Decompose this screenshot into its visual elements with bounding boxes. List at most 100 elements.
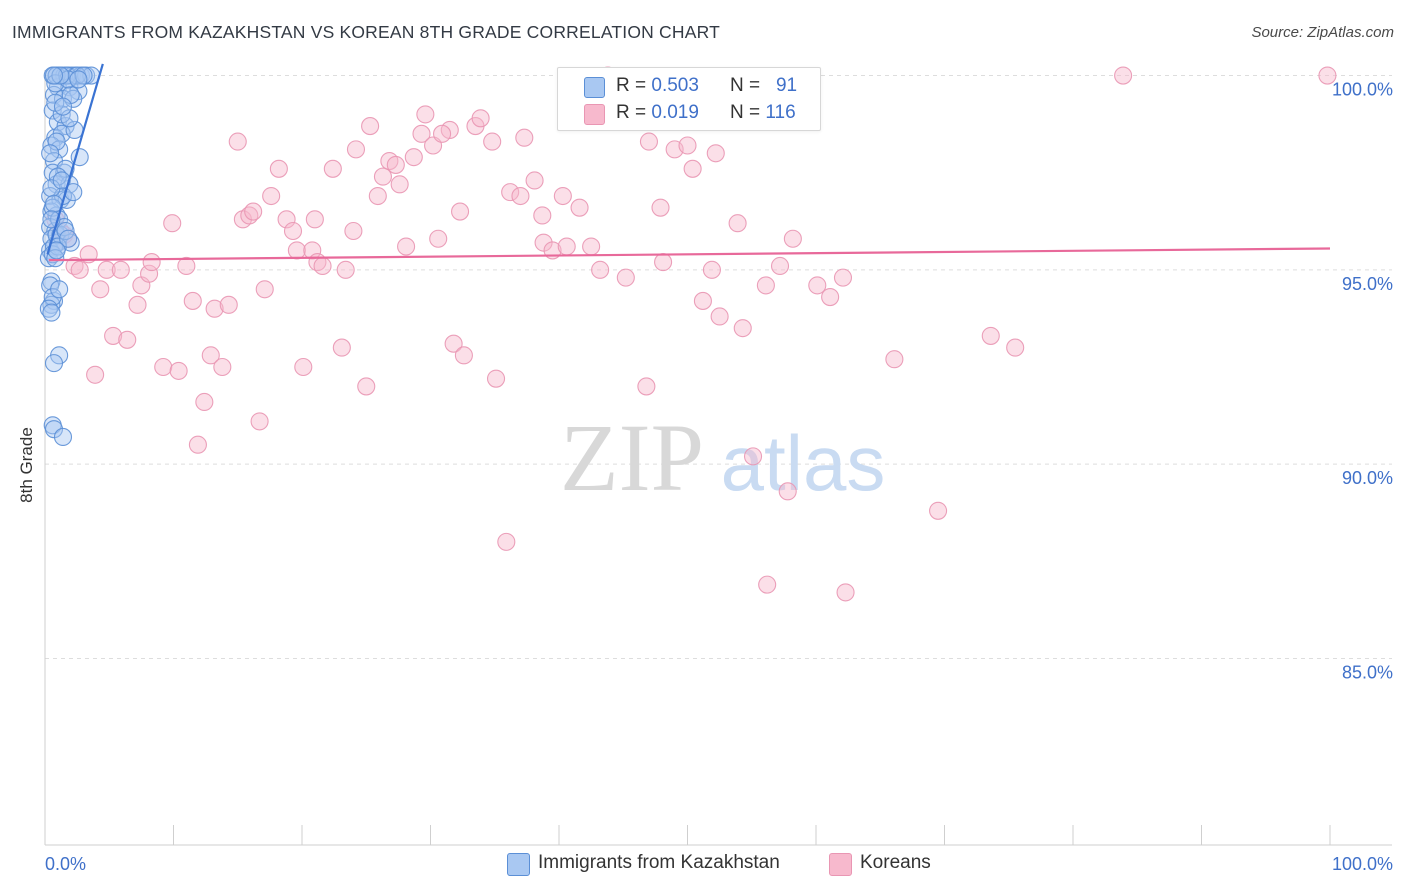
y-axis-label: 8th Grade — [17, 427, 36, 503]
data-point — [219, 295, 238, 314]
data-point — [756, 276, 775, 295]
data-point — [702, 260, 721, 279]
data-point — [255, 280, 274, 299]
data-point — [654, 253, 673, 272]
legend-n-value: 116 — [765, 102, 796, 123]
legend-row-kazakhstan: R = 0.503 N = 91 — [558, 73, 820, 101]
data-point — [412, 124, 431, 143]
data-point — [44, 66, 64, 85]
x-tick-label-min: 0.0% — [45, 854, 86, 874]
data-point — [111, 260, 130, 279]
data-point — [511, 186, 530, 206]
watermark-atlas: atlas — [721, 419, 886, 507]
data-point — [250, 412, 269, 431]
source-label: Source: ZipAtlas.com — [1251, 24, 1394, 41]
data-point — [591, 260, 610, 279]
legend-r-label: R = — [616, 75, 647, 96]
data-point — [706, 144, 725, 163]
bottom-legend-swatch-blue — [507, 853, 530, 876]
data-point — [981, 326, 1000, 345]
data-point — [205, 299, 224, 318]
watermark-zip: ZIP — [560, 404, 704, 511]
legend-n-value: 91 — [775, 75, 798, 96]
y-tick-label: 100.0% — [1332, 80, 1393, 100]
chart-title: IMMIGRANTS FROM KAZAKHSTAN VS KOREAN 8TH… — [12, 22, 721, 42]
data-point — [483, 132, 502, 151]
data-point — [570, 198, 589, 217]
data-point — [501, 183, 520, 202]
data-point — [305, 210, 324, 229]
data-point — [833, 268, 853, 287]
watermark: ZIP atlas — [560, 404, 885, 511]
data-point — [454, 346, 473, 365]
kazakhstan-points — [39, 66, 101, 447]
data-point — [313, 256, 332, 276]
data-point — [616, 268, 635, 287]
data-point — [397, 237, 416, 256]
data-point — [733, 319, 752, 338]
data-point — [373, 167, 393, 186]
data-point — [497, 532, 516, 551]
axes — [44, 70, 1392, 846]
data-point — [42, 303, 61, 322]
data-point — [533, 206, 552, 225]
data-point — [451, 202, 470, 221]
data-point — [53, 427, 73, 447]
data-point — [140, 264, 159, 283]
bottom-legend-swatch-pink — [829, 853, 852, 876]
data-point — [1114, 66, 1133, 85]
data-point — [244, 202, 263, 221]
data-point — [778, 482, 797, 501]
data-point — [56, 159, 75, 178]
y-tick-label: 90.0% — [1342, 468, 1393, 488]
data-point — [79, 245, 98, 264]
data-point — [277, 210, 296, 229]
data-point — [433, 124, 452, 143]
legend-swatch-pink — [584, 104, 605, 125]
kazakhstan-trend-line — [46, 63, 104, 255]
data-point — [59, 229, 78, 248]
data-point — [323, 159, 342, 178]
data-point — [758, 575, 777, 594]
data-point — [46, 249, 65, 268]
grid-lines — [45, 75, 1392, 659]
koreans-trend-line — [48, 247, 1331, 262]
data-point — [169, 361, 188, 380]
x-tick-label-max: 100.0% — [1332, 854, 1393, 874]
data-point — [97, 260, 116, 279]
bottom-legend-label: Immigrants from Kazakhstan — [538, 852, 780, 873]
data-point — [70, 260, 89, 279]
data-point — [86, 365, 105, 384]
data-point — [128, 295, 147, 314]
data-point — [60, 109, 79, 128]
bottom-legend-label: Koreans — [860, 852, 931, 873]
legend-r-value: 0.019 — [651, 102, 699, 123]
data-point — [69, 70, 88, 89]
data-point — [118, 330, 137, 349]
data-point — [332, 338, 351, 357]
x-tick-labels: 0.0% 100.0% — [45, 854, 1393, 874]
data-point — [228, 132, 247, 151]
data-point — [52, 171, 71, 190]
data-point — [154, 357, 173, 377]
data-point — [678, 136, 697, 155]
data-point — [728, 214, 747, 233]
y-tick-label: 95.0% — [1342, 274, 1393, 294]
data-point — [525, 171, 544, 190]
data-point — [287, 241, 306, 260]
data-point — [336, 260, 355, 279]
data-point — [41, 144, 60, 163]
data-point — [770, 256, 790, 276]
data-point — [104, 326, 123, 345]
data-point — [783, 229, 802, 248]
data-point — [390, 175, 409, 194]
data-point — [1318, 66, 1337, 85]
data-point — [1006, 338, 1025, 357]
data-point — [262, 186, 281, 206]
y-tick-labels: 85.0% 90.0% 95.0% 100.0% — [1332, 80, 1393, 683]
data-point — [177, 256, 196, 276]
data-point — [163, 214, 182, 233]
legend-n-label: N = — [730, 102, 761, 123]
data-point — [743, 447, 763, 466]
data-point — [44, 354, 64, 373]
